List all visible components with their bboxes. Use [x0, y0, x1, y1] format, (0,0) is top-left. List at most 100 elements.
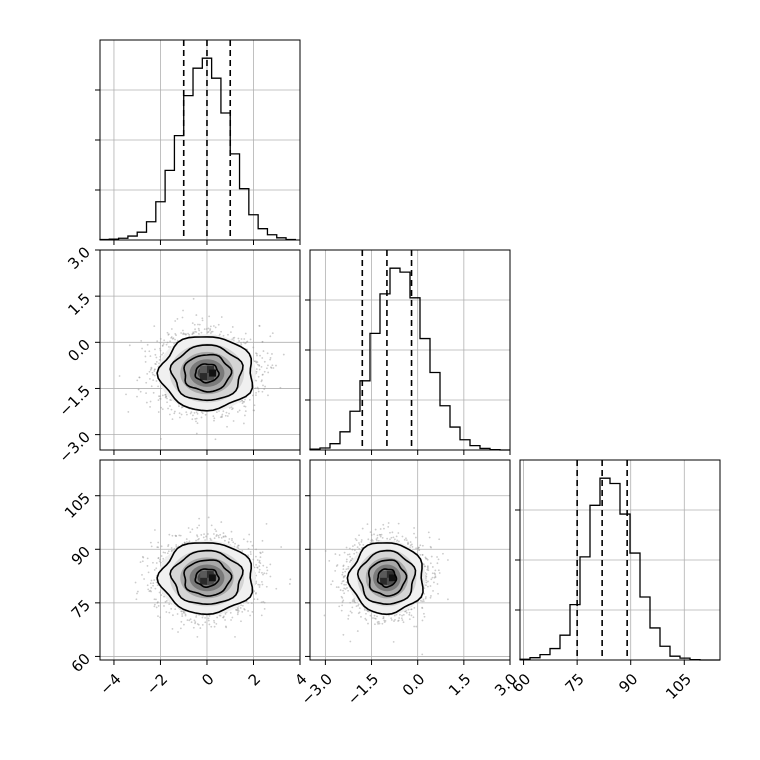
scatter-point [255, 368, 258, 370]
scatter-point [373, 533, 375, 536]
scatter-point [382, 617, 385, 620]
scatter-point [354, 537, 357, 540]
scatter-point [182, 611, 185, 614]
scatter-point [156, 340, 159, 343]
scatter-point [196, 623, 199, 625]
scatter-point [176, 613, 179, 615]
scatter-point [196, 422, 199, 425]
scatter-point [349, 555, 352, 558]
scatter-point [415, 625, 418, 628]
scatter-point [159, 616, 162, 619]
scatter-point [181, 615, 184, 617]
scatter-point [215, 622, 218, 625]
scatter-point [229, 611, 232, 614]
scatter-point [353, 544, 356, 546]
scatter-point [361, 527, 364, 530]
scatter-point [376, 615, 378, 618]
scatter-point [382, 523, 385, 526]
scatter-point [207, 619, 210, 622]
scatter-point [153, 368, 156, 371]
scatter-point [137, 388, 140, 391]
scatter-point [207, 516, 210, 519]
scatter-point [244, 405, 247, 408]
scatter-point [270, 366, 272, 369]
scatter-point [149, 368, 152, 371]
scatter-point [169, 405, 171, 407]
scatter-point [264, 385, 266, 388]
scatter-point [387, 522, 390, 524]
scatter-point [146, 565, 149, 567]
scatter-point [171, 534, 174, 537]
contour-level-1 [367, 559, 408, 597]
scatter-point [207, 327, 210, 330]
scatter-point [156, 584, 159, 587]
x-tick-label-p1: 0.0 [399, 670, 429, 700]
scatter-point [210, 625, 213, 628]
scatter-point [160, 594, 163, 596]
scatter-point [207, 330, 210, 333]
scatter-point [351, 606, 354, 609]
scatter-point [177, 631, 179, 633]
scatter-point [338, 605, 341, 608]
scatter-point [253, 404, 256, 407]
scatter-point [341, 600, 344, 603]
scatter-point [155, 356, 158, 359]
scatter-point [183, 623, 185, 626]
scatter-point [437, 558, 440, 561]
scatter-point [436, 562, 439, 565]
scatter-point [265, 572, 268, 575]
scatter-point [266, 367, 268, 370]
density-panel-p0-p2 [99, 459, 301, 661]
scatter-point [275, 587, 278, 590]
scatter-point [234, 542, 236, 545]
scatter-point [434, 576, 437, 579]
scatter-point [201, 623, 204, 626]
scatter-point [195, 417, 198, 420]
scatter-point [218, 536, 220, 539]
scatter-point [255, 352, 257, 355]
scatter-point [376, 534, 379, 537]
scatter-point [369, 614, 372, 617]
scatter-point [434, 569, 437, 572]
scatter-point [173, 342, 176, 345]
scatter-point [433, 572, 436, 575]
scatter-point [118, 375, 121, 377]
scatter-point [262, 350, 265, 352]
scatter-point [410, 614, 413, 617]
scatter-point [408, 611, 411, 614]
scatter-point [350, 611, 353, 614]
scatter-point [240, 620, 242, 623]
scatter-point [169, 398, 171, 401]
scatter-point [433, 581, 435, 584]
scatter-point [236, 546, 239, 548]
scatter-point [409, 541, 412, 543]
scatter-point [144, 350, 147, 353]
scatter-point [179, 627, 182, 630]
scatter-point [269, 563, 272, 566]
scatter-point [175, 545, 178, 548]
scatter-point [381, 536, 384, 539]
scatter-point [209, 332, 212, 335]
scatter-point [348, 561, 351, 563]
scatter-point [405, 537, 407, 540]
scatter-point [263, 388, 266, 390]
density-block [206, 366, 214, 374]
scatter-point [262, 600, 265, 603]
scatter-point [204, 413, 207, 416]
scatter-point [362, 543, 365, 546]
scatter-point [159, 397, 162, 400]
scatter-point [422, 600, 425, 603]
scatter-point [139, 561, 142, 563]
scatter-point [201, 319, 204, 322]
scatter-point [402, 621, 405, 624]
scatter-point [258, 368, 261, 371]
scatter-point [159, 355, 162, 358]
scatter-point [146, 372, 149, 375]
scatter-point [194, 417, 197, 420]
scatter-point [263, 370, 266, 373]
scatter-point [262, 384, 264, 387]
scatter-point [396, 539, 399, 542]
scatter-point [342, 589, 344, 592]
scatter-point [231, 408, 233, 411]
scatter-point [367, 538, 370, 541]
